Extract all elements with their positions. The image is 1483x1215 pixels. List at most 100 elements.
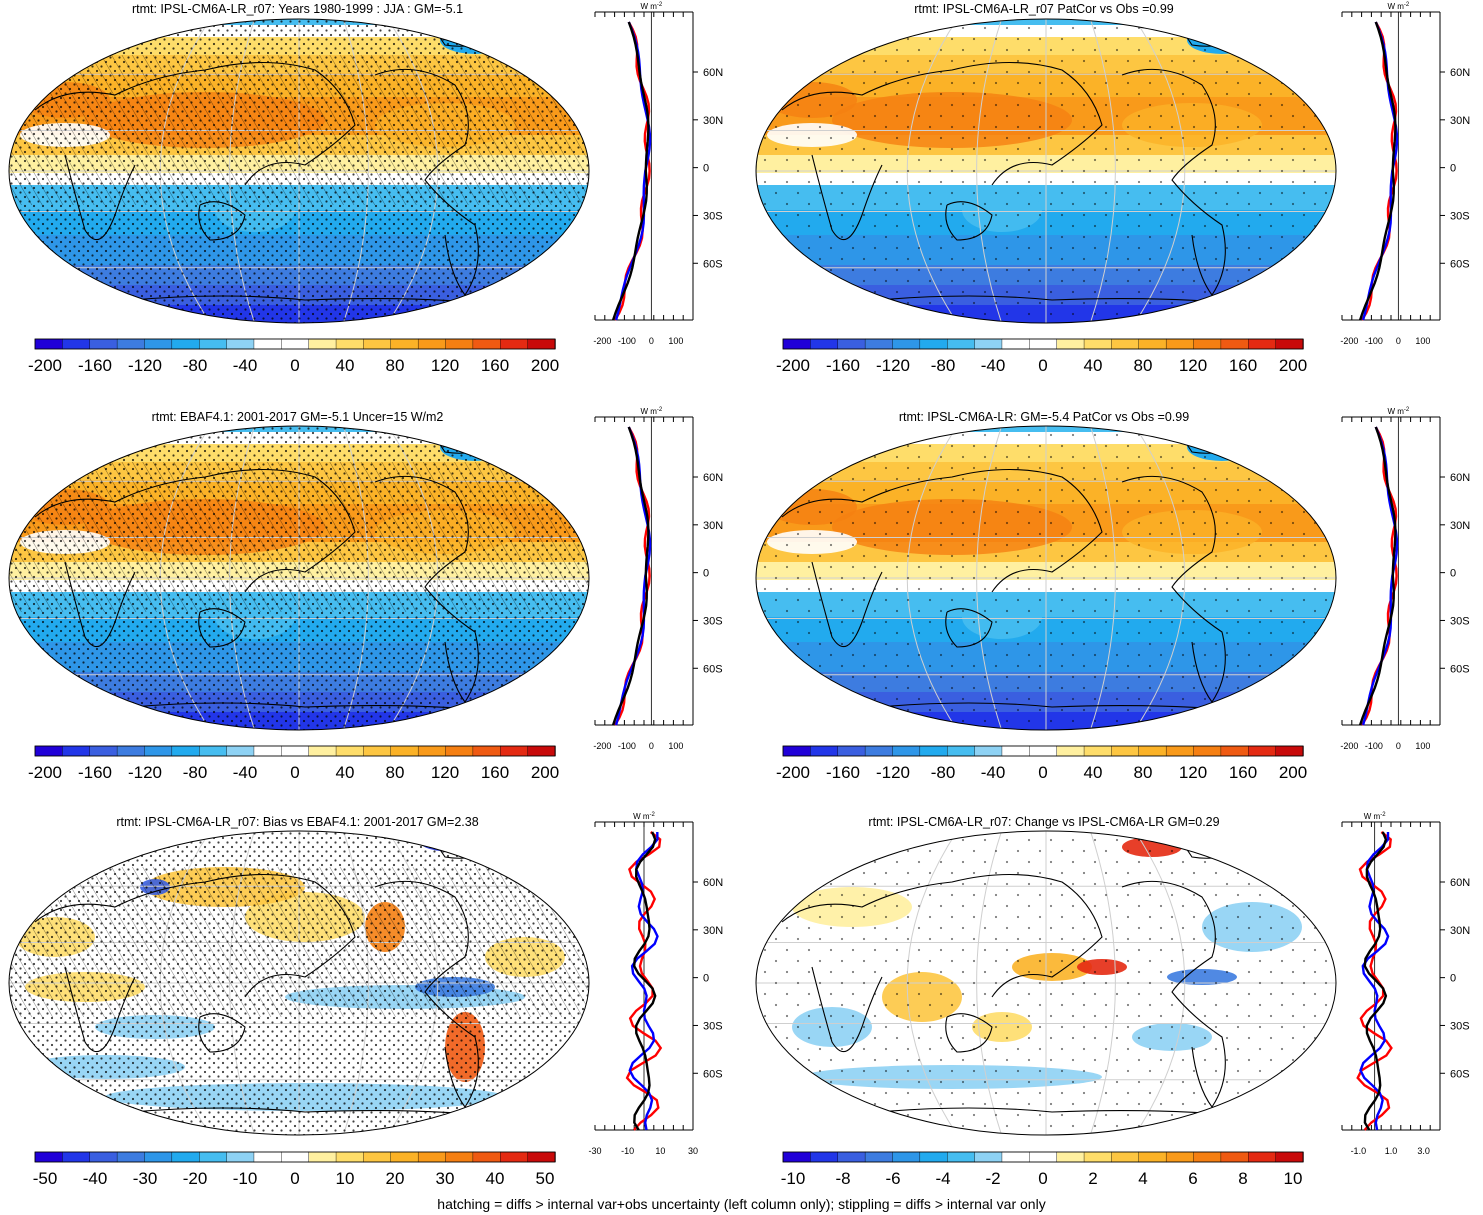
colorbar-swatch [281, 1151, 310, 1163]
units-label: W m-2 [1387, 407, 1409, 416]
colorbar-swatch [1083, 1151, 1113, 1163]
colorbar-tick-label: 120 [1179, 763, 1207, 782]
colorbar-swatch [1001, 1151, 1031, 1163]
zonal-tick-label: 1.0 [1385, 1146, 1398, 1156]
colorbar-swatch [1165, 1151, 1195, 1163]
lat-label: 30N [703, 520, 723, 532]
colorbar-swatch [837, 745, 866, 757]
colorbar-swatch [1248, 1151, 1277, 1163]
colorbar-swatch [34, 745, 64, 757]
colorbar-tick-label: -40 [83, 1169, 108, 1188]
colorbar-swatch [226, 745, 255, 757]
colorbar-swatch [919, 338, 948, 350]
colorbar-tick-label: 10 [336, 1169, 355, 1188]
colorbar-swatch [144, 1151, 173, 1163]
colorbar-swatch [837, 1151, 866, 1163]
zonal-tick-label: 0 [649, 336, 654, 346]
colorbar-tick-label: 160 [1229, 356, 1257, 375]
colorbar-swatch [892, 745, 921, 757]
colorbar-swatch [892, 338, 921, 350]
ref-line [1363, 831, 1388, 1131]
colorbar-swatch [390, 1151, 419, 1163]
colorbar-swatch [1111, 1151, 1140, 1163]
colorbar-tick-label: -6 [885, 1169, 900, 1188]
lat-label: 30S [703, 615, 723, 627]
zonal-mean-plot: -200 -100 0 100 60N 30N 0 30S 60S W m-2 [1340, 407, 1470, 751]
zonal-mean-plot: -200 -100 0 100 60N 30N 0 30S 60S W m-2 [593, 2, 723, 346]
colorbar-tick-label: -40 [981, 356, 1006, 375]
colorbar-swatch [199, 338, 228, 350]
colorbar-swatch [1248, 745, 1277, 757]
colorbar-swatch [445, 338, 474, 350]
colorbar: -200 -160 -120 -80 -40 0 40 80 120 160 200 [28, 338, 559, 375]
colorbar-tick-label: 80 [386, 356, 405, 375]
lat-label: 0 [1450, 973, 1456, 985]
obs-line [1359, 832, 1390, 1131]
robinson-map [755, 18, 1337, 324]
zonal-mean-plot: -200 -100 0 100 60N 30N 0 30S 60S W m-2 [593, 407, 723, 751]
colorbar-swatch [144, 745, 173, 757]
colorbar-swatch [253, 745, 283, 757]
panel-title: rtmt: IPSL-CM6A-LR_r07: Years 1980-1999 … [131, 2, 464, 16]
colorbar-tick-label: 40 [1084, 763, 1103, 782]
colorbar-swatch [89, 338, 118, 350]
lat-label: 30N [1450, 925, 1470, 937]
lat-label: 60N [1450, 472, 1470, 484]
colorbar-swatch [171, 745, 200, 757]
colorbar-tick-label: 200 [531, 356, 559, 375]
zonal-tick-label: -100 [618, 336, 636, 346]
colorbar-swatch [472, 1151, 501, 1163]
colorbar: -50 -40 -30 -20 -10 0 10 20 30 40 50 [33, 1151, 556, 1188]
colorbar-swatch [116, 1151, 146, 1163]
colorbar-tick-label: -80 [183, 356, 208, 375]
colorbar-tick-label: 200 [1279, 763, 1307, 782]
colorbar-tick-label: 160 [481, 763, 509, 782]
panel-title: rtmt: IPSL-CM6A-LR_r07: Change vs IPSL-C… [868, 815, 1220, 829]
colorbar-swatch [1056, 338, 1085, 350]
zonal-tick-label: 0 [1396, 336, 1401, 346]
colorbar-swatch [281, 745, 310, 757]
colorbar-tick-label: -10 [781, 1169, 806, 1188]
colorbar-swatch [1165, 338, 1195, 350]
colorbar-tick-label: 0 [1038, 1169, 1047, 1188]
colorbar-swatch [171, 338, 200, 350]
colorbar: -200 -160 -120 -80 -40 0 40 80 120 160 200 [28, 745, 559, 782]
colorbar-tick-label: -200 [776, 763, 810, 782]
colorbar-swatch [89, 1151, 118, 1163]
colorbar-swatch [1056, 1151, 1085, 1163]
panel-4: rtmt: IPSL-CM6A-LR: GM=-5.4 PatCor vs Ob… [745, 405, 1483, 805]
colorbar-swatch [782, 338, 812, 350]
colorbar-swatch [810, 745, 839, 757]
map-field [756, 831, 1336, 1135]
colorbar-swatch [1138, 745, 1167, 757]
colorbar-swatch [417, 745, 447, 757]
zonal-tick-label: -100 [1365, 336, 1383, 346]
colorbar-swatch [445, 1151, 474, 1163]
lat-label: 0 [703, 568, 709, 580]
ref-line [1358, 21, 1397, 321]
colorbar-swatch [974, 745, 1003, 757]
zonal-tick-label: 100 [1415, 336, 1430, 346]
colorbar-tick-label: -50 [33, 1169, 58, 1188]
colorbar-tick-label: -120 [876, 763, 910, 782]
colorbar-swatch [527, 1151, 556, 1163]
lat-label: 60N [703, 472, 723, 484]
colorbar-swatch [226, 338, 255, 350]
colorbar-tick-label: 120 [1179, 356, 1207, 375]
colorbar-swatch [1083, 338, 1113, 350]
zonal-tick-label: 30 [688, 1146, 698, 1156]
colorbar-swatch [281, 338, 310, 350]
lat-label: 0 [1450, 163, 1456, 175]
colorbar-swatch [1248, 338, 1277, 350]
colorbar-swatch [947, 1151, 976, 1163]
colorbar-tick-label: -80 [931, 763, 956, 782]
colorbar-tick-label: 8 [1238, 1169, 1247, 1188]
map-field [9, 831, 589, 1135]
ref-line [632, 831, 657, 1131]
colorbar-swatch [1111, 745, 1140, 757]
colorbar-swatch [947, 338, 976, 350]
colorbar-swatch [417, 338, 447, 350]
colorbar-swatch [1029, 745, 1058, 757]
panel-title: rtmt: IPSL-CM6A-LR_r07 PatCor vs Obs =0.… [914, 2, 1174, 16]
colorbar-swatch [335, 1151, 365, 1163]
